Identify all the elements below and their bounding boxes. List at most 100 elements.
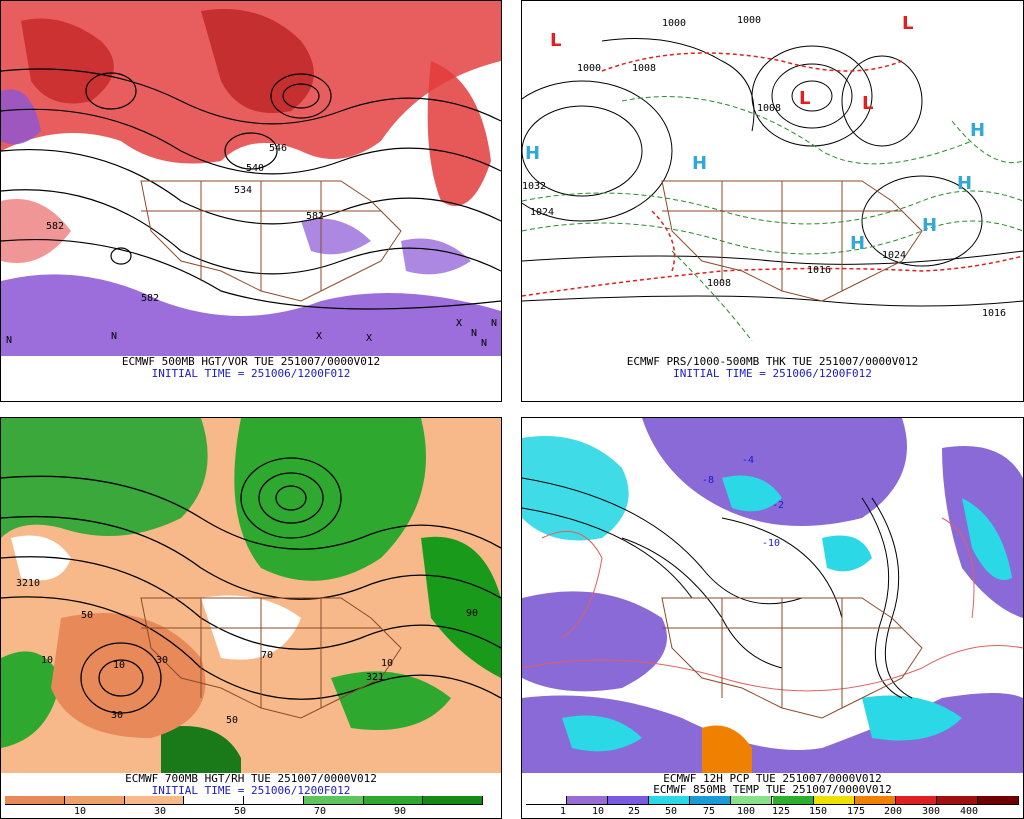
pressure-label: 1000 [737,15,761,26]
colorbar-rh-swatch [363,796,424,804]
colorbar-precip-label: 100 [736,806,756,817]
rh-label: 50 [81,610,93,621]
map-precip: -4 -2 -10 -8 [522,418,1023,773]
rh-label: 30 [111,710,123,721]
temp-label: -8 [702,475,714,486]
colorbar-rh-label: 50 [233,806,247,817]
low-pressure-marker: L [902,13,913,34]
temp-label: -4 [742,455,754,466]
low-pressure-marker: L [862,93,873,114]
colorbar-rh-swatch [303,796,364,804]
colorbar-precip-swatch [649,796,691,804]
rh-label: 3210 [16,578,40,589]
map-700mb: 3210 10 50 10 30 50 70 321 10 30 90 [1,418,501,773]
high-pressure-marker: H [525,143,540,164]
pressure-label: 1032 [522,181,546,192]
colorbar-precip-swatch [772,796,814,804]
caption-init-time: INITIAL TIME = 251006/1200F012 [673,367,872,380]
map-letter: N [471,328,477,339]
colorbar-rh-swatch [124,796,185,804]
colorbar-rh-label: 90 [393,806,407,817]
panel-500mb-vorticity: 582 582 546 534 540 582 N N X X X N N N … [0,0,502,402]
colorbar-rh-swatch [423,796,483,804]
colorbar-precip-swatch [567,796,609,804]
caption-init-time: INITIAL TIME = 251006/1200F012 [151,367,351,380]
high-pressure-marker: H [970,120,985,141]
colorbar-rh-swatch [184,796,244,804]
high-pressure-marker: H [957,173,972,194]
caption-temp-title: ECMWF 850MB TEMP TUE 251007/0000V012 [653,783,892,796]
pressure-label: 1016 [982,308,1006,319]
colorbar-rh-label: 10 [73,806,87,817]
rh-label: 10 [381,658,393,669]
map-pressure: 1000 1000 1008 1008 1000 1032 1024 1024 … [522,1,1023,356]
colorbar-precip-label: 175 [846,806,866,817]
rh-label: 90 [466,608,478,619]
map-letter: N [111,331,117,342]
colorbar-precip-label: 200 [883,806,903,817]
colorbar-precip-label: 75 [702,806,716,817]
caption-title: ECMWF PRS/1000-500MB THK TUE 251007/0000… [626,355,919,368]
colorbar-precip-swatch [977,796,1019,804]
colorbar-precip-swatch [936,796,978,804]
caption-title: ECMWF 12H PCP TUE 251007/0000V012 [663,772,882,785]
caption-init-time: INITIAL TIME = 251006/1200F012 [151,784,351,797]
height-label: 534 [234,185,252,196]
pressure-label: 1024 [530,207,554,218]
colorbar-precip-label: 25 [627,806,641,817]
height-label: 582 [141,293,159,304]
rh-label: 70 [261,650,273,661]
pressure-label: 1016 [807,265,831,276]
map-letter: N [491,318,497,329]
rh-label: 30 [156,655,168,666]
colorbar-rh-label: 30 [153,806,167,817]
pressure-label: 1008 [707,278,731,289]
low-pressure-marker: L [799,88,810,109]
colorbar-precip-swatch [895,796,937,804]
height-label: 582 [46,221,64,232]
map-letter: N [6,335,12,346]
height-label: 582 [306,211,324,222]
pressure-label: 1008 [757,103,781,114]
rh-label: 10 [41,655,53,666]
colorbar-precip-label: 10 [591,806,605,817]
rh-label: 10 [113,660,125,671]
high-pressure-marker: H [692,153,707,174]
colorbar-precip: 1 10 25 50 75 100 125 150 175 200 300 400 [526,796,1019,818]
height-label: 540 [246,163,264,174]
temp-label: -2 [772,500,784,511]
colorbar-precip-label: 125 [771,806,791,817]
colorbar-rh-swatch [64,796,125,804]
colorbar-precip-swatch [526,796,568,804]
map-500mb: 582 582 546 534 540 582 N N X X X N N N [1,1,501,356]
colorbar-precip-label: 150 [808,806,828,817]
panel-700mb-rh: 3210 10 50 10 30 50 70 321 10 30 90 ECMW… [0,417,502,819]
low-pressure-marker: L [550,30,561,51]
map-letter: X [316,331,322,342]
colorbar-precip-label: 400 [959,806,979,817]
colorbar-precip-label: 50 [664,806,678,817]
colorbar-precip-label: 300 [921,806,941,817]
pressure-label: 1000 [662,18,686,29]
colorbar-rh-swatch [244,796,304,804]
caption-title: ECMWF 500MB HGT/VOR TUE 251007/0000V012 [121,355,381,368]
panel-precip-850temp: -4 -2 -10 -8 ECMWF 12H PCP TUE 251007/00… [521,417,1024,819]
caption-title: ECMWF 700MB HGT/RH TUE 251007/0000V012 [125,772,377,785]
high-pressure-marker: H [850,233,865,254]
map-letter: X [456,318,462,329]
colorbar-rh-label: 70 [313,806,327,817]
colorbar-precip-swatch [731,796,773,804]
colorbar-precip-swatch [854,796,896,804]
rh-label: 321 [366,672,384,683]
colorbar-precip-swatch [813,796,855,804]
pressure-label: 1024 [882,250,906,261]
temp-label: -10 [762,538,780,549]
colorbar-rh: 10 30 50 70 90 [5,796,483,818]
map-letter: X [366,333,372,344]
rh-label: 50 [226,715,238,726]
colorbar-precip-swatch [690,796,732,804]
panel-pressure-thickness: 1000 1000 1008 1008 1000 1032 1024 1024 … [521,0,1024,402]
pressure-label: 1008 [632,63,656,74]
high-pressure-marker: H [922,215,937,236]
colorbar-rh-swatch [5,796,65,804]
